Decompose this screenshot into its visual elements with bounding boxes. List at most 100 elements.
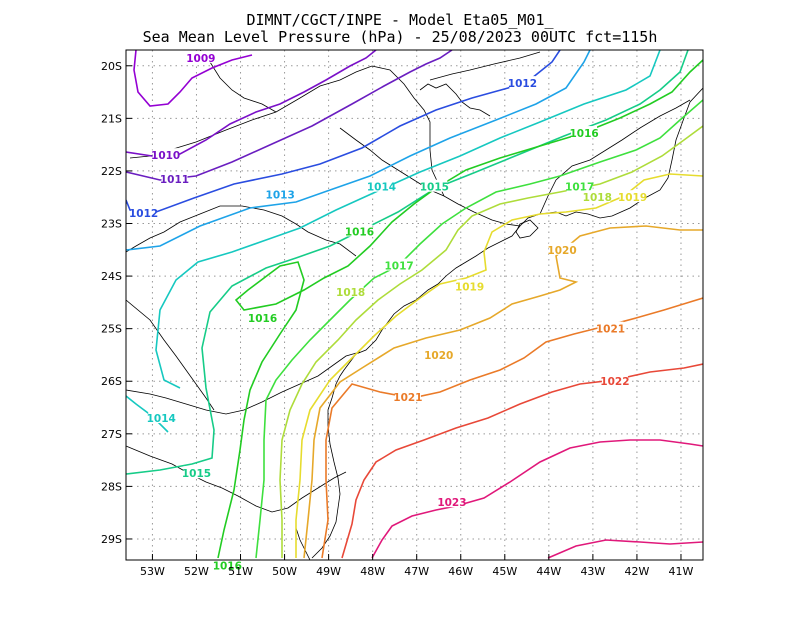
- y-tick-label: 24S: [101, 270, 122, 283]
- isobar-label-1015: 1015: [182, 468, 211, 480]
- isobar-label-bg: [187, 50, 214, 63]
- isobar-1024-partial: [547, 539, 703, 559]
- isobar-label-1016: 1016: [345, 226, 374, 238]
- isobar-label-1009: 1009: [186, 53, 215, 65]
- figure-title-line1: DIMNT/CGCT/INPE - Model Eta05_M01_: [246, 11, 554, 29]
- y-tick-label: 25S: [101, 323, 122, 336]
- isobar-label-bg: [249, 311, 276, 324]
- isobar-label-1010: 1010: [151, 150, 180, 162]
- y-tick-label: 28S: [101, 480, 122, 493]
- plot-frame: [125, 49, 704, 561]
- state-border-ms: [126, 299, 215, 411]
- isobar-label-1016: 1016: [569, 128, 598, 140]
- isobar-label-1021: 1021: [596, 324, 625, 336]
- isobar-1010: [126, 50, 377, 157]
- isobar-1021: [321, 297, 703, 559]
- y-tick-label: 21S: [101, 112, 122, 125]
- state-border-pr-sc: [126, 351, 361, 415]
- isobar-label-bg: [566, 179, 593, 192]
- isobar-label-bg: [438, 495, 465, 508]
- y-tick-label: 27S: [101, 428, 122, 441]
- isobar-label-1022: 1022: [600, 376, 629, 388]
- lagoa-dos-patos: [295, 527, 311, 560]
- isobar-label-1013: 1013: [266, 190, 295, 202]
- isobar-label-1021: 1021: [393, 392, 422, 404]
- isobar-label-1014: 1014: [147, 413, 176, 425]
- x-tick-label: 53W: [140, 565, 165, 578]
- isobar-label-bg: [601, 374, 628, 387]
- isobar-1015: [126, 50, 689, 475]
- isobar-label-1016: 1016: [213, 560, 242, 572]
- isobar-1022: [341, 363, 703, 559]
- x-tick-label: 50W: [272, 565, 297, 578]
- isobar-label-1017: 1017: [384, 261, 413, 273]
- x-tick-label: 42W: [624, 565, 649, 578]
- isobar-1020: [303, 225, 703, 559]
- isobar-label-bg: [130, 205, 157, 218]
- isobar-1014: [126, 50, 661, 433]
- isobar-label-1014: 1014: [367, 182, 396, 194]
- isobar-label-bg: [152, 148, 179, 161]
- isobar-label-1011: 1011: [160, 174, 189, 186]
- isobar-label-bg: [549, 242, 576, 255]
- x-tick-label: 49W: [316, 565, 341, 578]
- isobar-label-bg: [386, 258, 413, 271]
- coastline-and-borders: [126, 50, 703, 560]
- x-tick-label: 44W: [536, 565, 561, 578]
- isobar-1019: [295, 173, 703, 558]
- isobar-label-1018: 1018: [583, 192, 612, 204]
- x-tick-label: 43W: [580, 565, 605, 578]
- isobar-label-1019: 1019: [455, 282, 484, 294]
- x-tick-label: 45W: [492, 565, 517, 578]
- isobar-1013: [126, 50, 591, 251]
- isobar-labels: 1009 1010 1011 1012 1012 1013 1014 1014 1015 1015…: [129, 50, 647, 572]
- isobar-1011: [126, 50, 453, 181]
- isobar-label-bg: [597, 321, 624, 334]
- isobar-1023: [371, 439, 703, 559]
- isobar-contours: [126, 50, 703, 559]
- y-tick-label: 26S: [101, 375, 122, 388]
- x-tick-label: 48W: [360, 565, 385, 578]
- isobar-label-bg: [183, 466, 210, 479]
- state-border-mg-es: [539, 99, 691, 215]
- isobar-label-1020: 1020: [547, 245, 576, 257]
- y-axis-latitude: 20S 21S 22S 23S 24S 25S 26S 27S 28S 29S: [101, 60, 132, 546]
- state-border-sc-rs: [126, 445, 347, 513]
- isobar-label-bg: [425, 347, 452, 360]
- figure-title-line2: Sea Mean Level Pressure (hPa) - 25/08/20…: [143, 28, 658, 46]
- guanabara-bay: [515, 219, 539, 239]
- y-tick-label: 22S: [101, 165, 122, 178]
- y-tick-label: 29S: [101, 533, 122, 546]
- state-border-sp-pr: [126, 205, 357, 257]
- isobar-label-1020: 1020: [424, 350, 453, 362]
- isobar-label-1015: 1015: [420, 182, 449, 194]
- isobar-label-bg: [421, 179, 448, 192]
- x-axis-longitude: 53W 52W 51W 50W 49W 48W 47W 46W 45W 44W 43W 42W 41W: [140, 554, 694, 578]
- brazil-coastline: [311, 87, 703, 559]
- isobar-label-bg: [619, 190, 646, 203]
- isobar-label-bg: [161, 171, 188, 184]
- isobar-label-1012: 1012: [508, 78, 537, 90]
- lat-lon-gridlines: [126, 50, 703, 560]
- isobar-label-bg: [346, 224, 373, 237]
- isobar-label-1018: 1018: [336, 287, 365, 299]
- x-tick-label: 51W: [228, 565, 253, 578]
- x-tick-label: 47W: [404, 565, 429, 578]
- x-tick-label: 52W: [184, 565, 209, 578]
- isobar-label-bg: [148, 411, 175, 424]
- isobar-label-1016: 1016: [248, 313, 277, 325]
- isobar-label-bg: [571, 126, 598, 139]
- isobar-label-1012: 1012: [129, 208, 158, 220]
- isobar-label-bg: [509, 76, 536, 89]
- state-border-mg-ba: [429, 51, 541, 81]
- isobar-label-bg: [368, 179, 395, 192]
- x-tick-label: 41W: [669, 565, 694, 578]
- isobar-1009: [133, 50, 253, 107]
- isobar-1012-main: [126, 50, 561, 213]
- isobar-label-bg: [214, 558, 241, 571]
- isobar-1018: [279, 125, 703, 558]
- y-tick-label: 23S: [101, 218, 122, 231]
- isobar-label-1023: 1023: [437, 497, 466, 509]
- x-tick-label: 46W: [448, 565, 473, 578]
